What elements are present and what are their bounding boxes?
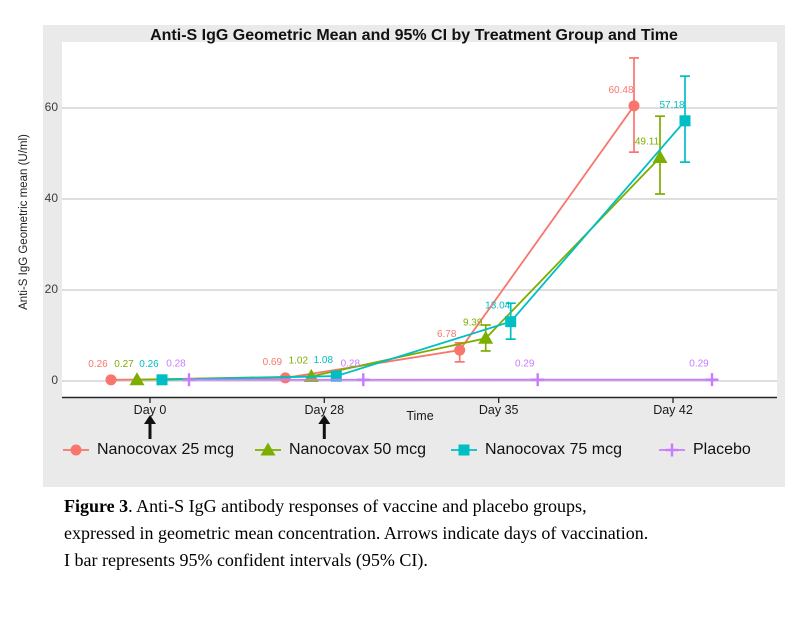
data-label: 0.26 [139, 359, 159, 370]
legend-label: Placebo [693, 441, 751, 458]
legend-key-triangle-icon [255, 442, 281, 456]
data-label: 0.29 [689, 359, 709, 370]
legend-marker-triangle [260, 442, 276, 456]
data-point-square [156, 374, 168, 386]
y-tick-label-0: 0 [51, 373, 58, 387]
data-label: 57.18 [659, 100, 684, 111]
x-axis-title: Time [406, 409, 434, 423]
data-point-triangle [129, 372, 145, 386]
series-line-circle [110, 105, 635, 381]
data-point-plus [356, 373, 370, 387]
x-tick-label-2: Day 35 [478, 403, 519, 417]
data-point-triangle [652, 150, 668, 164]
legend-label: Nanocovax 25 mcg [97, 441, 234, 458]
data-label: 0.28 [341, 359, 361, 370]
legend-marker-plus [665, 443, 679, 457]
data-label: 9.39 [463, 317, 483, 328]
data-point-square [679, 115, 691, 127]
data-label: 0.28 [166, 359, 186, 370]
vaccination-arrow-icon [144, 415, 156, 439]
series-line-triangle [136, 156, 661, 381]
caption-text-1: . Anti-S IgG antibody responses of vacci… [128, 496, 587, 516]
legend-item-3: Nanocovax 75 mcg [450, 439, 622, 461]
data-label: 60.48 [608, 85, 633, 96]
legend-key-circle-icon [63, 444, 89, 456]
data-label: 1.08 [314, 355, 334, 366]
x-tick-label-0: Day 0 [133, 403, 167, 417]
data-label: 6.78 [437, 329, 457, 340]
data-point-triangle [478, 330, 494, 344]
caption-text-3: I bar represents 95% confident intervals… [64, 550, 428, 570]
caption-label: Figure 3 [64, 496, 129, 516]
data-label: 0.26 [88, 359, 108, 370]
x-tick-label-3: Day 42 [653, 403, 693, 417]
legend-label: Nanocovax 75 mcg [485, 441, 622, 458]
data-point-plus [182, 373, 196, 387]
y-tick-label-60: 60 [44, 100, 58, 114]
x-tick-label-1: Day 28 [304, 403, 345, 417]
data-point-circle [628, 100, 640, 112]
series-line-square [161, 120, 686, 381]
legend-marker-square [458, 444, 470, 456]
vaccination-arrow-icon [318, 415, 331, 439]
data-point-plus [705, 373, 719, 387]
data-label: 1.02 [289, 355, 309, 366]
data-point-square [330, 370, 342, 382]
legend-label: Nanocovax 50 mcg [289, 441, 426, 458]
legend-marker-circle [70, 444, 82, 456]
caption-text-2: expressed in geometric mean concentratio… [64, 523, 649, 543]
y-tick-label-40: 40 [44, 191, 58, 205]
data-point-circle [454, 344, 466, 356]
data-label: 0.29 [515, 359, 535, 370]
legend-key-plus-icon [659, 443, 685, 457]
data-label: 13.04 [485, 301, 510, 312]
data-point-plus [531, 373, 545, 387]
legend-item-4: Placebo [658, 439, 751, 461]
data-point-triangle [303, 368, 319, 382]
data-label: 0.27 [114, 359, 134, 370]
figure-caption: Figure 3. Anti-S IgG antibody responses … [64, 493, 794, 574]
data-label: 0.69 [263, 357, 283, 368]
data-label: 49.11 [635, 137, 660, 148]
legend-key-square-icon [451, 444, 477, 456]
plot-panel [62, 42, 777, 397]
legend-item-2: Nanocovax 50 mcg [254, 439, 426, 461]
y-tick-label-20: 20 [44, 282, 58, 296]
data-point-circle [105, 374, 117, 386]
chart-title: Anti-S IgG Geometric Mean and 95% CI by … [150, 27, 678, 44]
data-point-square [505, 316, 517, 328]
legend-item-1: Nanocovax 25 mcg [62, 439, 234, 461]
